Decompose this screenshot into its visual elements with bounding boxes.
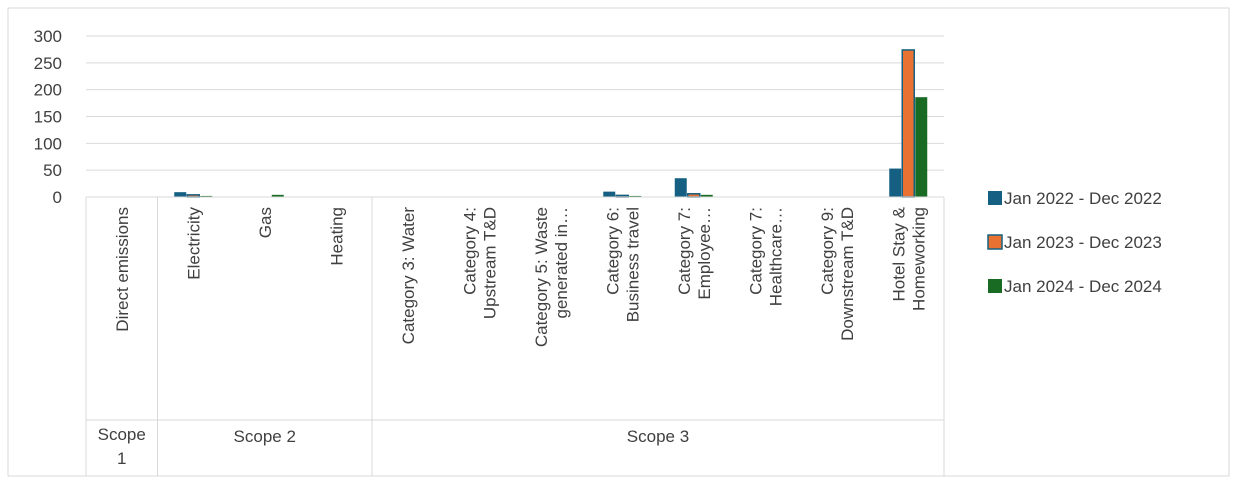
x-group-label: Scope 2 [234,427,296,446]
legend-swatch [988,191,1002,205]
x-category-label: Category 7:Healthcare… [746,207,785,306]
chart-area-border [7,7,1230,477]
x-group-label: Scope 3 [627,427,689,446]
bar [200,195,213,197]
legend-entry: Jan 2023 - Dec 2023 [987,233,1162,252]
y-tick-label: 300 [34,27,62,46]
y-axis-tick-labels: 0 50 100 150 200 250 300 [34,27,62,207]
x-category-label: Direct emissions [113,207,132,332]
bar [603,191,616,197]
bar [174,192,187,197]
x-group-label: Scope 1 [98,425,146,468]
x-axis: Direct emissions Electricity Gas Heating Cat… [85,196,945,476]
y-tick-label: 250 [34,54,62,73]
bar [889,168,902,197]
gridlines [86,35,944,171]
y-tick-label: 50 [43,161,62,180]
y-tick-label: 0 [53,188,62,207]
x-category-label: Category 7:Employee… [675,207,714,300]
legend-entry: Jan 2024 - Dec 2024 [988,277,1162,296]
legend: Jan 2022 - Dec 2022 Jan 2023 - Dec 2023 Ja… [987,189,1162,296]
legend-label: Jan 2024 - Dec 2024 [1004,277,1162,296]
bar [674,178,687,197]
bar [901,49,915,198]
y-tick-label: 100 [34,134,62,153]
x-category-label: Category 5: Wastegenerated in… [532,207,571,347]
x-category-label: Category 6:Business travel [603,207,642,322]
legend-swatch [987,234,1003,250]
legend-entry: Jan 2022 - Dec 2022 [988,189,1162,208]
x-category-label: Heating [327,207,346,266]
y-tick-label: 150 [34,108,62,127]
x-category-label: Hotel Stay &Homeworking [889,206,928,311]
x-category-label: Gas [256,207,275,238]
bar [271,194,284,197]
y-tick-label: 200 [34,81,62,100]
bar [915,97,928,197]
bar [629,195,642,197]
bars [174,49,928,198]
bar [700,194,713,197]
x-category-label: Category 4:Upstream T&D [460,207,499,319]
x-category-label: Electricity [184,207,203,280]
legend-label: Jan 2022 - Dec 2022 [1004,189,1162,208]
x-category-label: Category 3: Water [399,207,418,345]
legend-label: Jan 2023 - Dec 2023 [1004,233,1162,252]
legend-swatch [988,279,1002,293]
x-category-label: Category 9:Downstream T&D [818,207,857,341]
